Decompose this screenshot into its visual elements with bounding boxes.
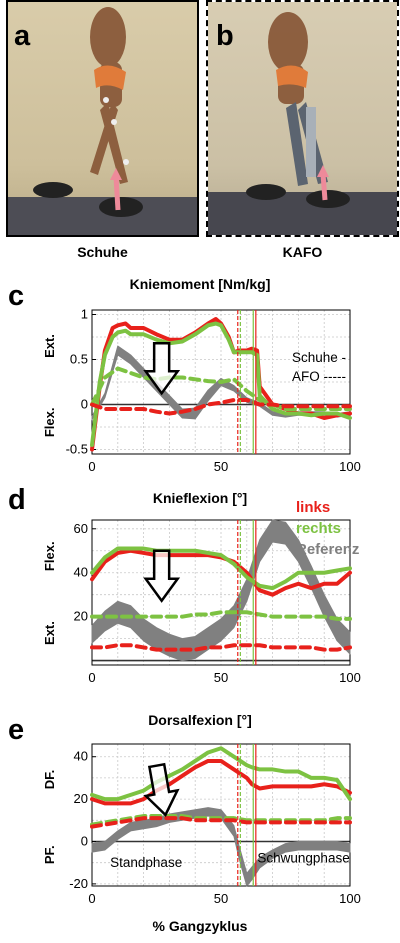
x-tick-label: 0 <box>88 670 95 685</box>
photo-kafo <box>206 0 399 237</box>
series-rechts-schuhe <box>90 321 352 447</box>
y-tick-label: -0.5 <box>66 442 88 457</box>
y-tick-label: 0 <box>81 833 88 848</box>
series-rechts-afo <box>90 366 352 411</box>
y-tick-label: 20 <box>74 791 88 806</box>
plot-frame <box>91 743 351 887</box>
panel-letter-e: e <box>8 714 25 746</box>
photo-shoes <box>6 0 199 237</box>
plot-frame <box>91 519 351 666</box>
chart-title-knee-flexion: Knieflexion [°] <box>152 490 248 506</box>
y-label-bottom: PF. <box>42 845 57 864</box>
reduction-arrow-icon <box>143 342 181 396</box>
y-label-top: Flex. <box>42 541 57 571</box>
x-tick-label: 100 <box>339 459 361 474</box>
x-tick-label: 0 <box>88 891 95 906</box>
photo-caption-shoes: Schuhe <box>77 244 128 260</box>
y-label-top: DF. <box>42 770 57 790</box>
y-label-bottom: Flex. <box>42 408 57 438</box>
x-axis-label: % Gangzyklus <box>152 918 248 934</box>
chart-title-dorsiflexion: Dorsalfexion [°] <box>148 712 252 728</box>
panel-letter-c: c <box>8 280 25 312</box>
series-rechts-afo <box>90 814 352 827</box>
series-rechts-schuhe <box>90 546 352 591</box>
y-tick-label: 40 <box>74 565 88 580</box>
legend-links: links <box>296 499 330 516</box>
y-label-bottom: Ext. <box>42 621 57 645</box>
x-tick-label: 50 <box>214 459 228 474</box>
reduction-arrow-icon <box>143 549 181 603</box>
x-tick-label: 50 <box>214 670 228 685</box>
series-links-schuhe <box>90 758 352 806</box>
series-links-afo <box>90 816 352 829</box>
reduction-arrow-icon <box>143 762 180 817</box>
chart-title-knee-moment: Kniemoment [Nm/kg] <box>129 276 271 292</box>
x-tick-label: 100 <box>339 670 361 685</box>
panel-letter-d: d <box>8 484 26 516</box>
chart-knee-flexion: 20 40 60 0 50 100 Flex. Ext. links rechts Referenz <box>42 499 361 685</box>
series-links-afo <box>90 398 352 416</box>
style-legend-line: AFO ----- <box>292 369 346 384</box>
panel-letter-b: b <box>216 20 234 52</box>
photo-caption-kafo: KAFO <box>282 244 323 260</box>
plot-frame <box>91 309 351 455</box>
phase-label-swing: Schwungphase <box>257 851 349 866</box>
series-rechts-schuhe <box>90 746 352 802</box>
series-rechts-afo <box>90 610 352 621</box>
y-tick-label: 60 <box>74 521 88 536</box>
x-tick-label: 50 <box>214 891 228 906</box>
legend-referenz: Referenz <box>296 541 359 558</box>
y-tick-label: 0 <box>81 397 88 412</box>
y-label-top: Ext. <box>42 334 57 358</box>
panel-letter-a: a <box>14 20 31 52</box>
phase-label-stance: Standphase <box>110 855 182 870</box>
x-tick-label: 0 <box>88 459 95 474</box>
legend-rechts: rechts <box>296 520 341 537</box>
style-legend-line: Schuhe - <box>292 350 346 365</box>
y-tick-label: -20 <box>69 876 88 891</box>
y-tick-label: 40 <box>74 749 88 764</box>
x-tick-label: 100 <box>339 891 361 906</box>
series-referenz-band <box>91 519 351 662</box>
y-tick-label: 0.5 <box>70 352 88 367</box>
series-links-afo <box>90 643 352 652</box>
y-tick-label: 1 <box>81 307 88 322</box>
series-referenz-band <box>91 807 351 887</box>
y-tick-label: 20 <box>74 609 88 624</box>
